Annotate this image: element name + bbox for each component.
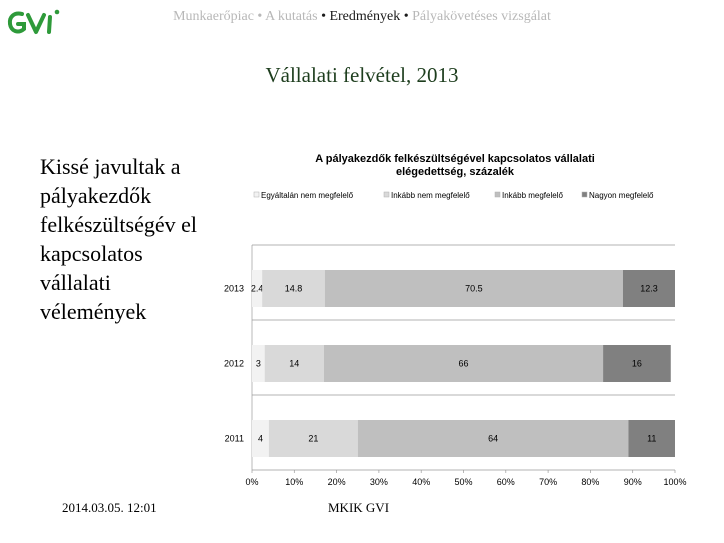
bar-segment	[252, 345, 265, 382]
bar-segment	[252, 270, 263, 307]
data-label: 16	[632, 359, 642, 369]
x-tick-label: 70%	[539, 477, 557, 487]
data-label: 64	[488, 434, 498, 444]
data-label: 2.4	[251, 284, 264, 294]
data-label: 4	[258, 434, 263, 444]
side-text: Kissé javultak a pályakezdők felkészülts…	[40, 154, 197, 324]
nav-separator: •	[403, 9, 409, 24]
x-tick-label: 30%	[370, 477, 388, 487]
nav-separator: •	[257, 9, 263, 24]
bar-segment	[323, 345, 604, 382]
data-label: 14.8	[285, 284, 303, 294]
footer-date: 2014.03.05. 12:01	[62, 500, 157, 515]
x-tick-label: 10%	[285, 477, 303, 487]
legend-label: Egyáltalán nem megfelelő	[261, 191, 354, 200]
nav-item-a-kutatas[interactable]: A kutatás	[265, 9, 318, 24]
footer-org: MKIK GVI	[328, 500, 390, 515]
x-tick-label: 0%	[245, 477, 258, 487]
category-label: 2011	[225, 434, 244, 444]
bar-segment	[603, 345, 671, 382]
bar-segment	[324, 270, 623, 307]
data-label: 66	[458, 359, 468, 369]
bar-segment	[264, 345, 324, 382]
bar-segment	[252, 420, 269, 457]
bar-segment	[357, 420, 629, 457]
nav-item-eredmenyek[interactable]: Eredmények	[329, 9, 401, 24]
chart-title: elégedettség, százalék	[396, 166, 515, 178]
category-label: 2013	[224, 284, 244, 294]
legend-label: Nagyon megfelelő	[589, 191, 654, 200]
nav-item-palyakoveteses-vizsgalat[interactable]: Pályakövetéses vizsgálat	[412, 9, 551, 24]
top-nav: Munkaerőpiac • A kutatás • Eredmények • …	[0, 9, 724, 25]
legend-swatch	[581, 191, 588, 198]
data-label: 70.5	[465, 284, 483, 294]
x-tick-label: 80%	[581, 477, 599, 487]
x-tick-label: 100%	[663, 477, 686, 487]
slide-title: Vállalati felvétel, 2013	[265, 63, 459, 87]
x-tick-label: 40%	[412, 477, 430, 487]
data-label: 3	[256, 359, 261, 369]
data-label: 21	[308, 434, 318, 444]
legend-label: Inkább megfelelő	[502, 191, 563, 200]
legend-swatch	[494, 191, 501, 198]
gvi-logo-icon	[7, 9, 60, 34]
data-label: 14	[289, 359, 299, 369]
x-tick-label: 20%	[328, 477, 346, 487]
bar-segment	[622, 270, 675, 307]
data-label: 12.3	[640, 284, 658, 294]
bar-segment	[628, 420, 675, 457]
bar-segment	[268, 420, 358, 457]
legend-swatch	[253, 191, 260, 198]
bar-segment	[262, 270, 325, 307]
x-tick-label: 60%	[497, 477, 515, 487]
chart-title: A pályakezdők felkészültségével kapcsola…	[315, 153, 595, 165]
category-label: 2012	[224, 359, 244, 369]
stacked-bar-chart: A pályakezdők felkészültségével kapcsola…	[224, 153, 687, 487]
nav-separator: •	[321, 9, 326, 24]
x-tick-label: 50%	[454, 477, 472, 487]
x-tick-label: 90%	[624, 477, 642, 487]
data-label: 11	[647, 434, 656, 444]
legend-label: Inkább nem megfelelő	[391, 191, 470, 200]
legend-swatch	[383, 191, 390, 198]
nav-item-munkaeropiac[interactable]: Munkaerőpiac	[173, 9, 254, 24]
